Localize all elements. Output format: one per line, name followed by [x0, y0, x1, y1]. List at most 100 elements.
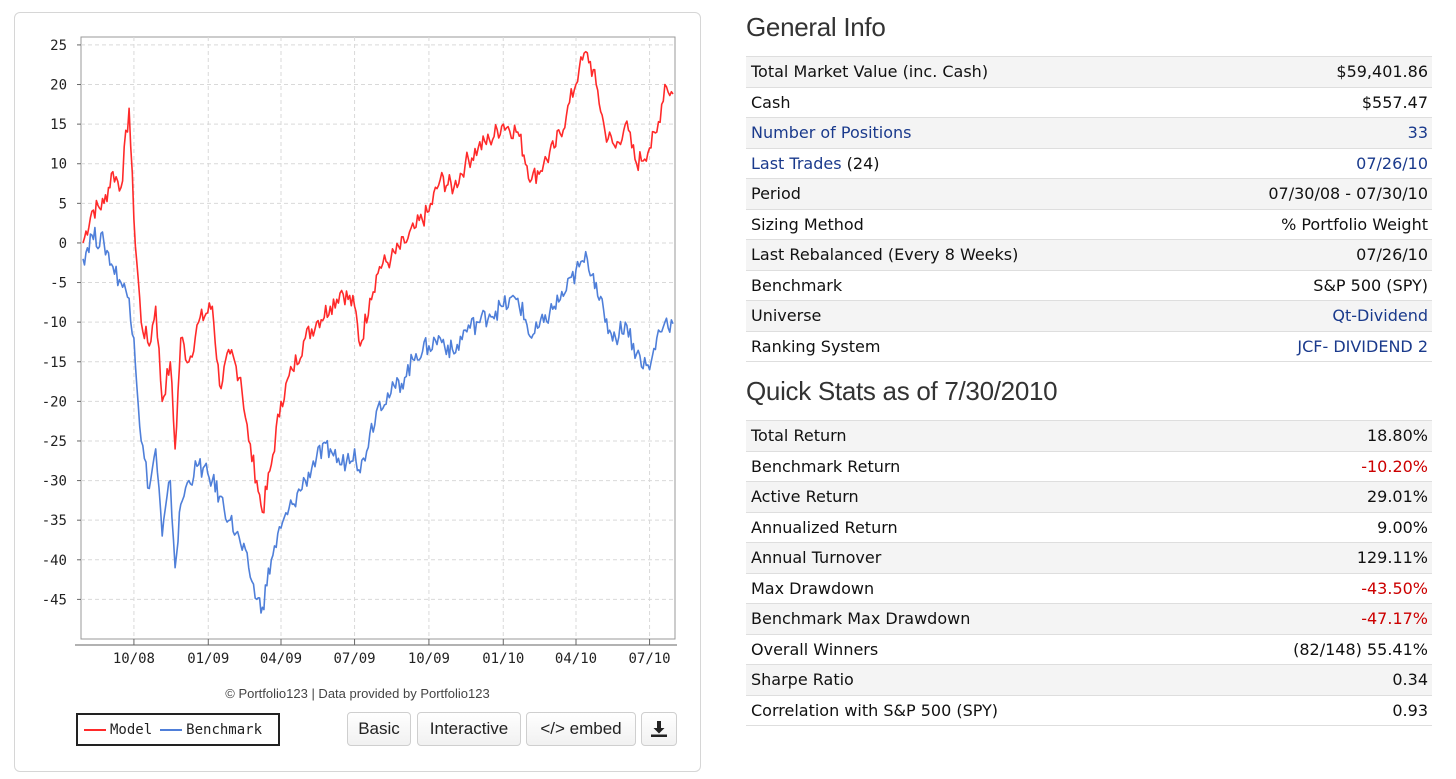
- info-row-label: Active Return: [746, 481, 1186, 512]
- info-row-label: Last Trades (24): [746, 147, 1172, 179]
- performance-chart: 25 20 15 10 5 0 -5 -10 -15 -20 -25 -30 -35 -40 -45 10/0…: [42, 36, 677, 667]
- y-tick-label: 5: [59, 196, 67, 212]
- info-row-label: Benchmark Return: [746, 450, 1186, 482]
- info-row-label: Annual Turnover: [746, 542, 1186, 573]
- legend-model-label: Model: [110, 721, 153, 738]
- row-value-text[interactable]: 07/26/10: [1356, 153, 1428, 173]
- row-label-text: Last Rebalanced (Every 8 Weeks): [751, 245, 1019, 265]
- y-tick-label: -10: [42, 315, 67, 331]
- info-row: Last Trades (24) 07/26/10: [746, 147, 1432, 179]
- info-row: Last Rebalanced (Every 8 Weeks) 07/26/10: [746, 239, 1432, 270]
- info-row-value: -10.20%: [1185, 450, 1432, 482]
- embed-button[interactable]: </> embed: [526, 712, 636, 746]
- info-row-value: 18.80%: [1185, 420, 1432, 451]
- row-label-text: Total Market Value (inc. Cash): [751, 62, 989, 82]
- row-label-text: Sizing Method: [751, 214, 864, 234]
- info-row: Max Drawdown -43.50%: [746, 572, 1432, 604]
- row-value-text: -47.17%: [1361, 609, 1428, 629]
- info-row-value: 9.00%: [1185, 511, 1432, 543]
- info-row: Benchmark Max Drawdown -47.17%: [746, 603, 1432, 634]
- row-label-text[interactable]: Last Trades: [751, 153, 842, 173]
- row-label-text: Max Drawdown: [751, 578, 875, 598]
- row-label-text: Benchmark Return: [751, 456, 901, 476]
- info-row-label: Total Return: [746, 420, 1186, 451]
- info-row-label: Benchmark: [746, 269, 1172, 301]
- info-row: Active Return 29.01%: [746, 481, 1432, 512]
- x-tick-label: 01/10: [482, 651, 524, 667]
- info-row-value: Qt-Dividend: [1172, 300, 1432, 331]
- series-line-model: [82, 50, 674, 514]
- row-value-text[interactable]: JCF- DIVIDEND 2: [1297, 336, 1428, 356]
- info-row-value: 0.93: [1185, 694, 1432, 726]
- row-value-text[interactable]: Qt-Dividend: [1332, 306, 1428, 326]
- legend-model-swatch: [84, 728, 106, 731]
- info-row-label: Ranking System: [746, 330, 1172, 362]
- info-row-label: Cash: [746, 86, 1172, 118]
- download-button[interactable]: [641, 712, 677, 746]
- y-tick-label: -45: [42, 592, 67, 608]
- y-tick-label: -5: [50, 276, 67, 292]
- info-row-label: Number of Positions: [746, 117, 1172, 148]
- x-tick-label: 04/10: [555, 651, 597, 667]
- info-row-value: S&P 500 (SPY): [1172, 269, 1432, 301]
- info-row-value: JCF- DIVIDEND 2: [1172, 330, 1432, 362]
- info-row: Total Return 18.80%: [746, 420, 1432, 451]
- row-value-text[interactable]: 33: [1407, 123, 1428, 143]
- quick-stats-title: Quick Stats as of 7/30/2010: [746, 376, 1058, 406]
- x-tick-label: 07/10: [628, 651, 670, 667]
- row-label-text: Overall Winners: [751, 639, 879, 659]
- row-value-text: 29.01%: [1366, 487, 1428, 507]
- info-row-label: Sharpe Ratio: [746, 664, 1186, 695]
- info-row-label: Overall Winners: [746, 633, 1186, 665]
- x-tick-label: 10/09: [408, 651, 450, 667]
- row-label-text[interactable]: Number of Positions: [751, 123, 912, 143]
- row-value-text: (82/148) 55.41%: [1293, 639, 1428, 659]
- legend-item-model[interactable]: Model: [84, 722, 152, 738]
- row-value-text: 9.00%: [1377, 517, 1428, 537]
- row-value-text: -43.50%: [1361, 578, 1428, 598]
- y-tick-label: -20: [42, 394, 67, 410]
- row-label-text: Universe: [751, 306, 822, 326]
- info-row: Benchmark S&P 500 (SPY): [746, 269, 1432, 301]
- basic-button[interactable]: Basic: [347, 712, 411, 746]
- interactive-button[interactable]: Interactive: [417, 712, 521, 746]
- y-tick-label: -15: [42, 355, 67, 371]
- row-label-text: Correlation with S&P 500 (SPY): [751, 700, 999, 720]
- info-row: Annualized Return 9.00%: [746, 511, 1432, 543]
- row-label-text: Annual Turnover: [751, 548, 882, 568]
- y-tick-label: -35: [42, 513, 67, 529]
- info-row-value: 07/26/10: [1172, 239, 1432, 270]
- info-row: Universe Qt-Dividend: [746, 300, 1432, 331]
- row-value-text: 0.93: [1392, 700, 1428, 720]
- info-row: Total Market Value (inc. Cash) $59,401.86: [746, 56, 1432, 87]
- info-row-label: Total Market Value (inc. Cash): [746, 56, 1172, 87]
- row-label-text: Sharpe Ratio: [751, 670, 854, 690]
- row-label-text: Benchmark: [751, 275, 843, 295]
- row-value-text: 129.11%: [1356, 548, 1428, 568]
- info-row-value: (82/148) 55.41%: [1185, 633, 1432, 665]
- info-row-value: 0.34: [1185, 664, 1432, 695]
- info-row: Overall Winners (82/148) 55.41%: [746, 633, 1432, 665]
- y-tick-label: 25: [50, 38, 67, 54]
- info-row-label: Sizing Method: [746, 208, 1172, 240]
- row-label-text: Active Return: [751, 487, 859, 507]
- info-row: Benchmark Return -10.20%: [746, 450, 1432, 482]
- row-value-text: $557.47: [1361, 92, 1428, 112]
- quick-stats-table: Total Return 18.80% Benchmark Return -10.20…: [746, 420, 1432, 726]
- info-row-value: -47.17%: [1185, 603, 1432, 634]
- legend-item-benchmark[interactable]: Benchmark: [160, 722, 262, 738]
- row-value-text: S&P 500 (SPY): [1313, 275, 1428, 295]
- x-tick-label: 04/09: [260, 651, 302, 667]
- info-row-value: $557.47: [1172, 86, 1432, 118]
- row-value-text: % Portfolio Weight: [1281, 214, 1428, 234]
- general-info-table: Total Market Value (inc. Cash) $59,401.86…: [746, 56, 1432, 362]
- info-row-label: Benchmark Max Drawdown: [746, 603, 1186, 634]
- row-label-text: Cash: [751, 92, 791, 112]
- info-row: Cash $557.47: [746, 86, 1432, 118]
- y-tick-label: 15: [50, 117, 67, 133]
- info-row-label: Max Drawdown: [746, 572, 1186, 604]
- row-label-text: Total Return: [751, 426, 847, 446]
- download-icon: [651, 721, 667, 737]
- info-row: Annual Turnover 129.11%: [746, 542, 1432, 573]
- info-row-value: -43.50%: [1185, 572, 1432, 604]
